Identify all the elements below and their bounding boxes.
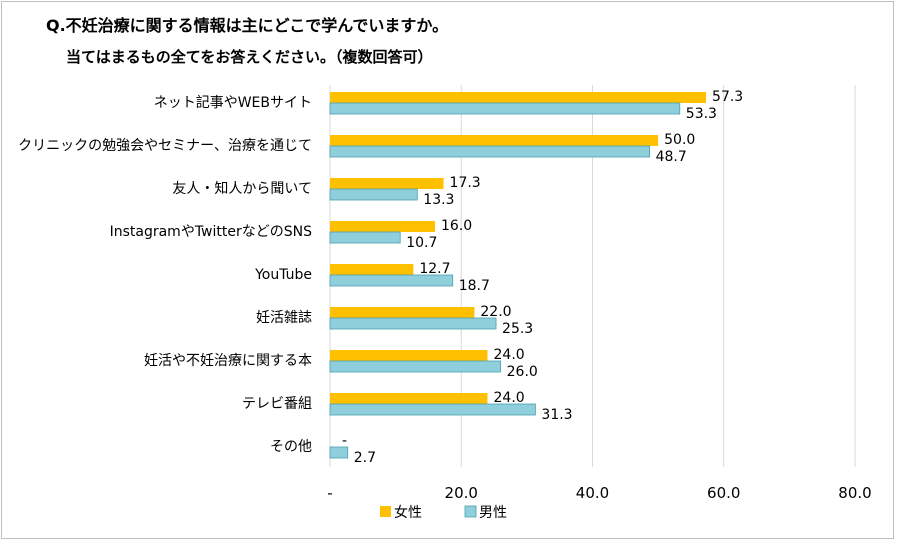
legend-swatch-female [380, 506, 391, 517]
chart-subtitle: 当てはまるもの全てをお答えください。（複数回答可） [66, 48, 433, 66]
x-tick-label: 40.0 [576, 484, 609, 502]
category-label: 妊活雑誌 [256, 310, 312, 326]
bar-female [330, 350, 488, 361]
bar-male [329, 446, 349, 459]
data-label: 17.3 [450, 175, 481, 191]
data-label: 24.0 [494, 347, 525, 363]
x-tick-label: - [327, 484, 332, 502]
legend-swatch-male [464, 505, 477, 518]
chart-title: Q.不妊治療に関する情報は主にどこで学んでいますか。 [46, 16, 449, 35]
bar-male [329, 317, 497, 330]
bar-female [330, 178, 444, 189]
bar-female [330, 307, 475, 318]
legend-label: 女性 [394, 504, 422, 521]
data-label: 10.7 [406, 235, 437, 251]
bar-female [330, 221, 435, 232]
data-label: 48.7 [656, 149, 687, 165]
data-label: - [342, 433, 347, 449]
category-label: YouTube [254, 267, 312, 283]
bar-male [329, 188, 418, 201]
bar-female [330, 135, 659, 146]
bar-male [329, 274, 454, 287]
category-label: 妊活や不妊治療に関する本 [144, 352, 312, 369]
category-label: クリニックの勉強会やセミナー、治療を通じて [18, 137, 312, 154]
bar-female [330, 92, 707, 103]
bar-male [329, 145, 650, 158]
bar-female [330, 393, 488, 404]
data-label: 57.3 [712, 89, 743, 105]
category-label: 友人・知人から聞いて [172, 180, 312, 197]
bar-female [330, 264, 414, 275]
x-tick-label: 60.0 [707, 484, 740, 502]
data-label: 16.0 [441, 218, 472, 234]
data-label: 25.3 [502, 321, 533, 337]
bar-male [329, 231, 401, 244]
bar-male [329, 102, 681, 115]
bar-male [329, 360, 502, 373]
data-label: 26.0 [507, 364, 538, 380]
category-label: その他 [270, 439, 312, 455]
legend-label: 男性 [479, 505, 507, 521]
data-label: 18.7 [459, 278, 490, 294]
data-label: 2.7 [354, 450, 376, 466]
x-tick-label: 80.0 [838, 484, 871, 502]
data-label: 53.3 [686, 106, 717, 122]
data-label: 12.7 [419, 261, 450, 277]
bar-male [329, 403, 536, 416]
data-label: 13.3 [423, 192, 454, 208]
data-label: 31.3 [541, 407, 572, 423]
x-tick-label: 20.0 [445, 484, 478, 502]
category-label: ネット記事やWEBサイト [154, 94, 312, 111]
data-label: 50.0 [664, 132, 695, 148]
category-label: InstagramやTwitterなどのSNS [110, 224, 313, 240]
category-label: テレビ番組 [242, 396, 312, 412]
data-label: 24.0 [494, 390, 525, 406]
data-label: 22.0 [480, 304, 511, 320]
